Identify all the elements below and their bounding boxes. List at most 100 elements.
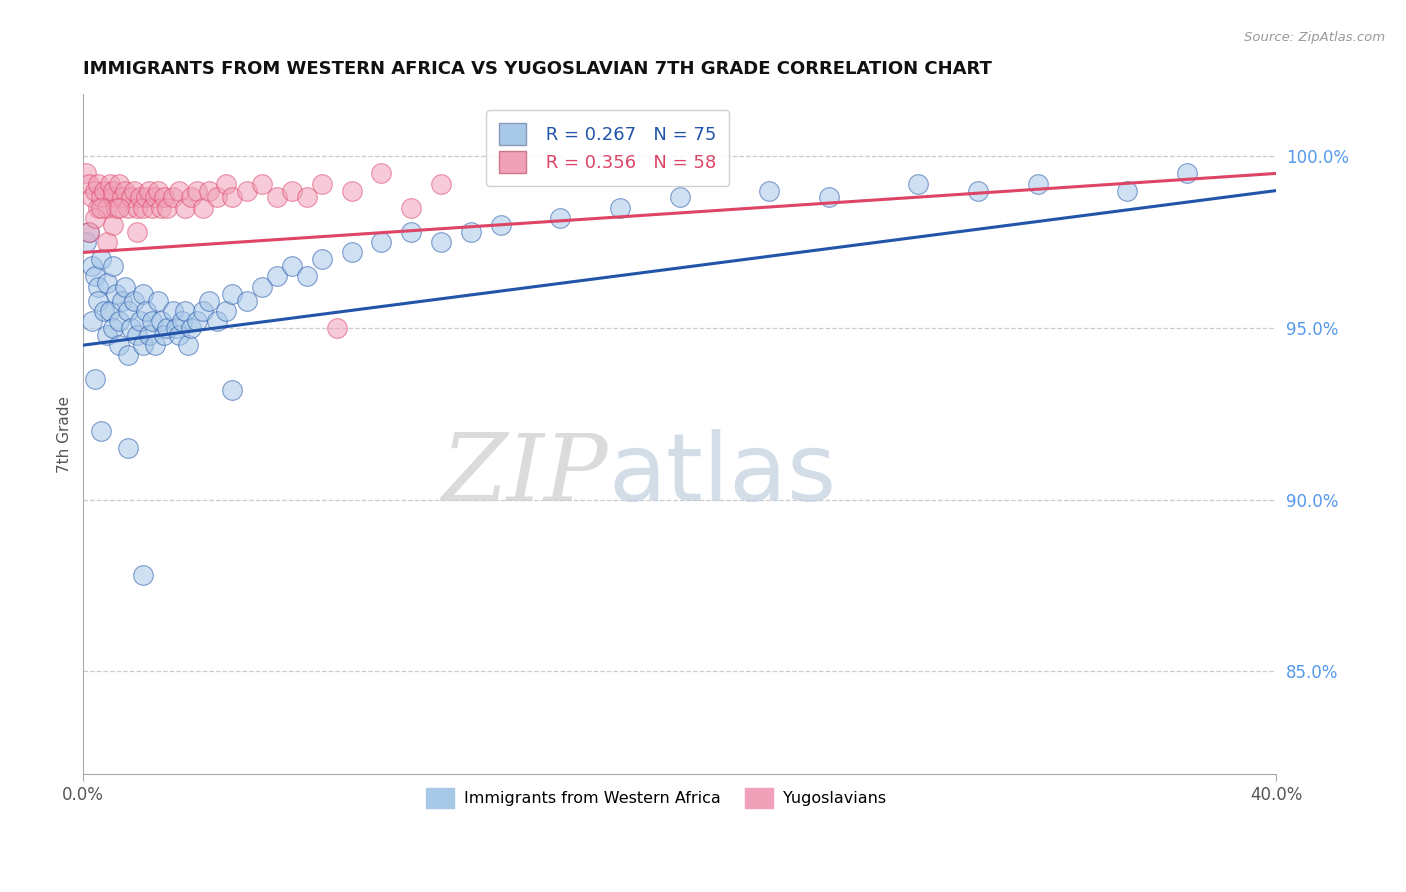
Point	[108, 314, 131, 328]
Point	[180, 321, 202, 335]
Point	[156, 321, 179, 335]
Point	[129, 314, 152, 328]
Point	[146, 293, 169, 308]
Point	[117, 303, 139, 318]
Point	[460, 225, 482, 239]
Point	[101, 184, 124, 198]
Point	[135, 190, 157, 204]
Point	[146, 184, 169, 198]
Point	[340, 184, 363, 198]
Point	[250, 279, 273, 293]
Point	[101, 218, 124, 232]
Point	[132, 568, 155, 582]
Point	[105, 286, 128, 301]
Y-axis label: 7th Grade: 7th Grade	[58, 396, 72, 473]
Point	[215, 303, 238, 318]
Point	[132, 286, 155, 301]
Point	[132, 201, 155, 215]
Point	[90, 201, 112, 215]
Point	[167, 327, 190, 342]
Point	[117, 348, 139, 362]
Point	[281, 259, 304, 273]
Point	[340, 245, 363, 260]
Point	[430, 235, 453, 249]
Point	[132, 338, 155, 352]
Point	[138, 184, 160, 198]
Point	[180, 190, 202, 204]
Point	[967, 184, 990, 198]
Point	[129, 190, 152, 204]
Point	[176, 338, 198, 352]
Point	[489, 218, 512, 232]
Point	[96, 327, 118, 342]
Point	[122, 293, 145, 308]
Point	[87, 201, 110, 215]
Point	[117, 201, 139, 215]
Point	[236, 184, 259, 198]
Point	[311, 252, 333, 267]
Point	[87, 177, 110, 191]
Point	[82, 314, 104, 328]
Point	[141, 201, 163, 215]
Point	[77, 177, 100, 191]
Point	[84, 269, 107, 284]
Point	[87, 293, 110, 308]
Point	[156, 201, 179, 215]
Point	[120, 321, 142, 335]
Point	[77, 225, 100, 239]
Point	[149, 201, 172, 215]
Point	[250, 177, 273, 191]
Point	[125, 327, 148, 342]
Point	[122, 184, 145, 198]
Point	[117, 441, 139, 455]
Point	[82, 190, 104, 204]
Point	[93, 303, 115, 318]
Point	[98, 177, 121, 191]
Point	[1175, 166, 1198, 180]
Point	[77, 225, 100, 239]
Point	[295, 269, 318, 284]
Text: atlas: atlas	[609, 429, 837, 521]
Point	[295, 190, 318, 204]
Point	[311, 177, 333, 191]
Legend: Immigrants from Western Africa, Yugoslavians: Immigrants from Western Africa, Yugoslav…	[419, 781, 893, 814]
Point	[191, 201, 214, 215]
Point	[197, 184, 219, 198]
Point	[111, 293, 134, 308]
Point	[125, 225, 148, 239]
Point	[141, 314, 163, 328]
Text: ZIP: ZIP	[441, 430, 609, 520]
Point	[75, 166, 97, 180]
Point	[90, 190, 112, 204]
Point	[87, 279, 110, 293]
Point	[221, 383, 243, 397]
Point	[326, 321, 349, 335]
Point	[138, 327, 160, 342]
Point	[215, 177, 238, 191]
Point	[173, 201, 195, 215]
Point	[143, 338, 166, 352]
Point	[221, 286, 243, 301]
Point	[105, 201, 128, 215]
Point	[101, 259, 124, 273]
Point	[907, 177, 929, 191]
Point	[401, 201, 423, 215]
Point	[186, 314, 208, 328]
Point	[135, 303, 157, 318]
Text: IMMIGRANTS FROM WESTERN AFRICA VS YUGOSLAVIAN 7TH GRADE CORRELATION CHART: IMMIGRANTS FROM WESTERN AFRICA VS YUGOSL…	[83, 60, 993, 78]
Point	[370, 166, 392, 180]
Point	[170, 314, 193, 328]
Point	[758, 184, 780, 198]
Point	[207, 314, 229, 328]
Point	[82, 259, 104, 273]
Point	[114, 184, 136, 198]
Point	[84, 184, 107, 198]
Point	[90, 424, 112, 438]
Point	[281, 184, 304, 198]
Point	[1116, 184, 1139, 198]
Point	[114, 279, 136, 293]
Point	[173, 303, 195, 318]
Point	[266, 269, 288, 284]
Point	[550, 211, 572, 225]
Point	[96, 201, 118, 215]
